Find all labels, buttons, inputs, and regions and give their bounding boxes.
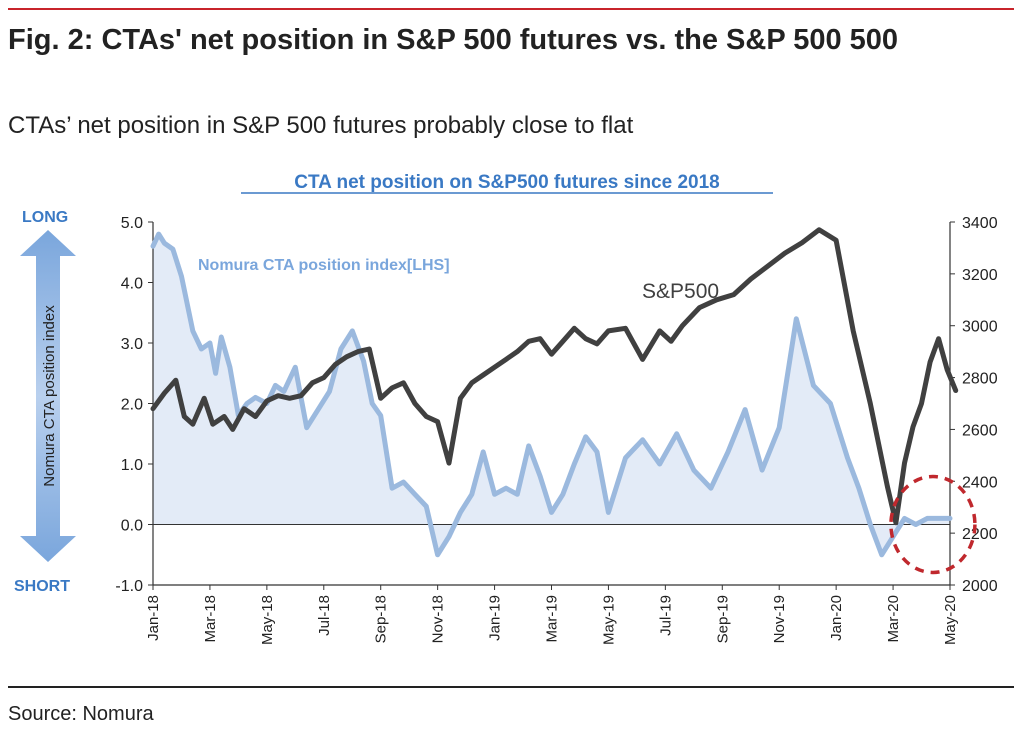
right-tick-label: 2000 <box>962 578 998 595</box>
source-note: Source: Nomura <box>8 703 154 725</box>
right-tick-label: 3400 <box>962 215 998 232</box>
bottom-rule <box>8 686 1014 688</box>
x-tick-label: May-20 <box>942 595 959 645</box>
x-tick-label: Jul-18 <box>316 595 333 636</box>
y-axis-label: Nomura CTA position index <box>41 305 58 487</box>
right-tick-label: 3200 <box>962 267 998 284</box>
spx-series-label: S&P500 <box>642 280 719 303</box>
long-label: LONG <box>22 209 68 226</box>
left-tick-label: 0.0 <box>121 518 143 535</box>
right-tick-label: 3000 <box>962 319 998 336</box>
x-tick-label: Mar-19 <box>544 595 561 643</box>
x-tick-label: Jan-20 <box>828 595 845 641</box>
x-tick-label: Nov-18 <box>430 595 447 643</box>
figure-subtitle: CTAs’ net position in S&P 500 futures pr… <box>8 112 634 139</box>
left-tick-label: 4.0 <box>121 276 143 293</box>
x-tick-label: Sep-19 <box>714 595 731 643</box>
x-tick-label: May-19 <box>600 595 617 645</box>
top-rule <box>8 8 1014 10</box>
left-tick-label: 2.0 <box>121 397 143 414</box>
chart-title: CTA net position on S&P500 futures since… <box>294 172 720 193</box>
x-tick-label: May-18 <box>259 595 276 645</box>
cta-chart: CTA net position on S&P500 futures since… <box>14 172 998 645</box>
right-tick-label: 2600 <box>962 422 998 439</box>
left-tick-label: 5.0 <box>121 215 143 232</box>
long-short-arrow <box>20 230 76 562</box>
sp500-line <box>150 227 959 526</box>
right-tick-label: 2800 <box>962 371 998 388</box>
cta-area-fill <box>153 234 950 555</box>
cta-series-label: Nomura CTA position index[LHS] <box>198 257 450 274</box>
x-tick-label: Jul-19 <box>657 595 674 636</box>
left-tick-label: 1.0 <box>121 457 143 474</box>
left-tick-label: 3.0 <box>121 336 143 353</box>
figure-title: Fig. 2: CTAs' net position in S&P 500 fu… <box>8 24 899 56</box>
right-tick-label: 2200 <box>962 526 998 543</box>
short-label: SHORT <box>14 578 70 595</box>
x-tick-label: Mar-20 <box>885 595 902 643</box>
highlight-circle <box>889 474 977 575</box>
x-tick-label: Jan-19 <box>487 595 504 641</box>
x-tick-label: Nov-19 <box>771 595 788 643</box>
right-tick-label: 2400 <box>962 474 998 491</box>
x-tick-label: Mar-18 <box>202 595 219 643</box>
x-tick-label: Jan-18 <box>145 595 162 641</box>
left-tick-label: -1.0 <box>115 578 143 595</box>
x-tick-label: Sep-18 <box>373 595 390 643</box>
